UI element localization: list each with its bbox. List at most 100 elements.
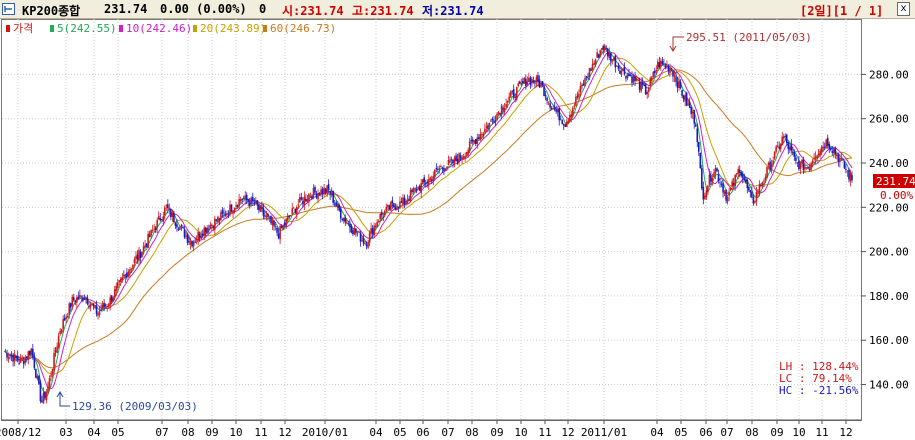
x-tick-label: 09 — [770, 426, 783, 439]
candle-body — [206, 227, 209, 234]
candle-body — [30, 348, 33, 355]
candle-body — [650, 77, 653, 81]
candle-body — [496, 113, 498, 121]
candle-body — [587, 76, 589, 78]
x-tick-label: 10 — [229, 426, 242, 439]
candle-body — [291, 208, 294, 214]
x-tick-label: 09 — [490, 426, 503, 439]
candle-body — [402, 197, 404, 205]
candle-body — [405, 201, 407, 205]
candle-body — [72, 297, 75, 301]
candle-body — [370, 228, 372, 234]
candle-body — [261, 206, 263, 209]
candle-body — [842, 158, 844, 160]
candle-body — [164, 207, 166, 216]
candle-body — [109, 297, 111, 306]
candle-body — [423, 177, 426, 183]
candle-body — [110, 295, 113, 302]
candle-body — [559, 118, 562, 120]
x-tick-label: 05 — [111, 426, 124, 439]
candle-body — [186, 233, 189, 243]
candle-body — [635, 79, 638, 81]
candle-body — [814, 156, 817, 159]
candle-body — [720, 184, 723, 186]
candle-body — [652, 71, 655, 78]
candle-body — [450, 158, 453, 161]
candle-body — [603, 45, 606, 51]
candle-body — [170, 209, 172, 218]
current-price-box — [873, 174, 915, 188]
candle-body — [691, 112, 694, 114]
candle-body — [726, 196, 729, 202]
candle-body — [285, 219, 287, 227]
candle-body — [690, 107, 692, 114]
candle-body — [649, 78, 652, 87]
candle-body — [204, 227, 207, 233]
candle-body — [403, 197, 406, 204]
candle-body — [180, 225, 183, 226]
candle-body — [329, 191, 331, 195]
candle-body — [242, 198, 245, 200]
candle-body — [212, 225, 215, 228]
candle-body — [735, 173, 738, 175]
candle-body — [509, 91, 512, 98]
candle-body — [494, 120, 497, 122]
candlesticks — [4, 43, 853, 404]
candle-body — [658, 62, 661, 68]
candle-body — [438, 168, 441, 170]
legend-ma20: 20(243.89) — [200, 22, 266, 35]
candle-body — [268, 217, 271, 219]
candle-body — [333, 203, 336, 205]
candle-body — [48, 378, 51, 389]
candle-body — [339, 208, 342, 219]
candle-body — [295, 206, 298, 215]
candle-body — [561, 120, 564, 125]
candle-body — [177, 229, 180, 231]
period-indicator[interactable]: [2일][1 / 1] — [800, 4, 884, 18]
candle-body — [157, 216, 160, 220]
candle-body — [28, 350, 31, 356]
candle-body — [274, 226, 277, 228]
candle-body — [195, 239, 198, 241]
candle-body — [547, 101, 550, 103]
candle-body — [182, 227, 184, 228]
chart-window-icon[interactable] — [2, 3, 15, 15]
candle-body — [24, 357, 27, 363]
candle-body — [834, 147, 837, 155]
candle-body — [417, 186, 419, 190]
candle-body — [320, 189, 322, 194]
x-tick-label: 2010/01 — [302, 426, 348, 439]
candle-body — [764, 176, 767, 180]
candle-body — [326, 185, 328, 195]
close-icon[interactable]: x — [897, 2, 910, 16]
candle-body — [637, 80, 639, 82]
candle-body — [88, 305, 90, 307]
candle-body — [406, 200, 409, 204]
candle-body — [529, 77, 532, 85]
candle-body — [50, 375, 52, 377]
legend-ma60: 60(246.73) — [270, 22, 336, 35]
candle-body — [135, 256, 137, 259]
candle-body — [681, 90, 683, 96]
candle-body — [556, 108, 559, 113]
candle-body — [820, 146, 823, 153]
max-label: 295.51 (2011/05/03) — [686, 31, 812, 44]
candle-body — [673, 75, 676, 77]
candle-body — [752, 197, 755, 204]
candle-body — [832, 149, 835, 154]
symbol-name: KP200종합 — [22, 4, 81, 18]
candle-body — [541, 81, 544, 86]
candle-body — [41, 400, 43, 402]
candle-body — [127, 271, 130, 277]
candle-body — [335, 202, 338, 207]
candle-body — [379, 213, 382, 220]
candle-body — [769, 161, 771, 171]
candle-body — [106, 306, 108, 307]
candle-body — [499, 113, 501, 115]
price-change: 0.00 (0.00%) — [160, 2, 247, 16]
candle-body — [412, 188, 415, 192]
candle-body — [324, 188, 327, 193]
candle-body — [224, 214, 227, 216]
candle-body — [312, 187, 315, 197]
x-tick-label: 12 — [278, 426, 291, 439]
